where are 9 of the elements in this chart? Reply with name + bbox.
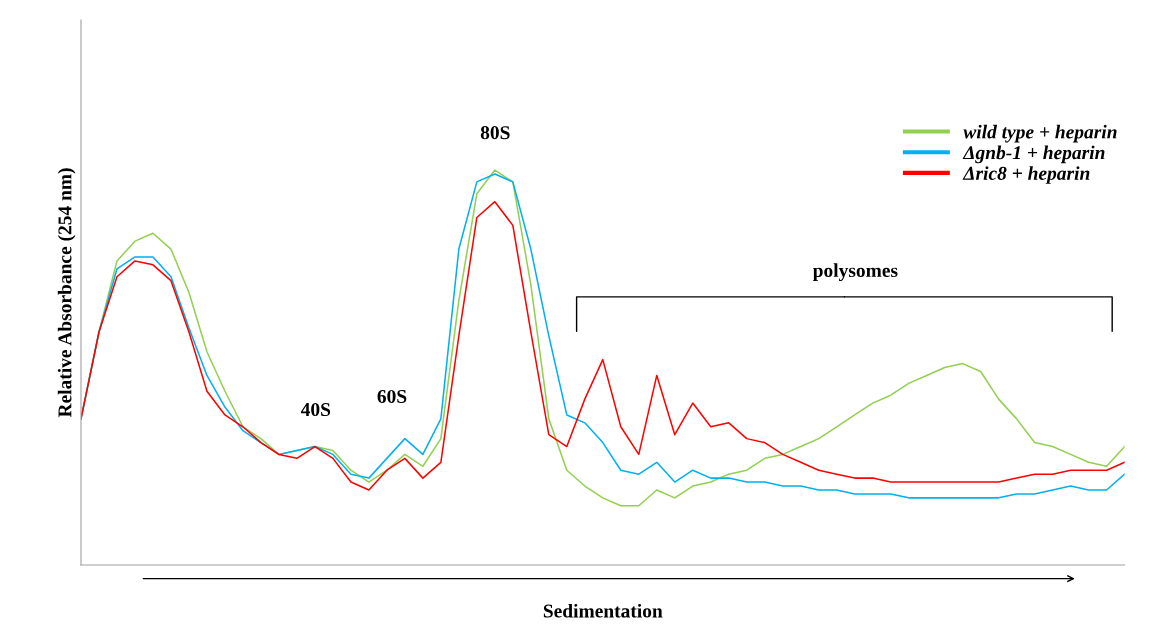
legend-label: Δric8 + heparin bbox=[962, 166, 1090, 184]
legend-label: wild type + heparin bbox=[963, 124, 1117, 143]
text: 80S bbox=[480, 126, 510, 140]
x-axis-title: Sedimentation bbox=[543, 603, 663, 618]
annotation: 40S bbox=[300, 402, 331, 417]
y-axis-title: Relative Absorbance (254 nm) bbox=[57, 168, 76, 418]
annotation: polysomes bbox=[812, 263, 898, 282]
legend-label: Δgnb-1 + heparin bbox=[962, 145, 1105, 164]
annotation: 60S bbox=[377, 389, 407, 403]
